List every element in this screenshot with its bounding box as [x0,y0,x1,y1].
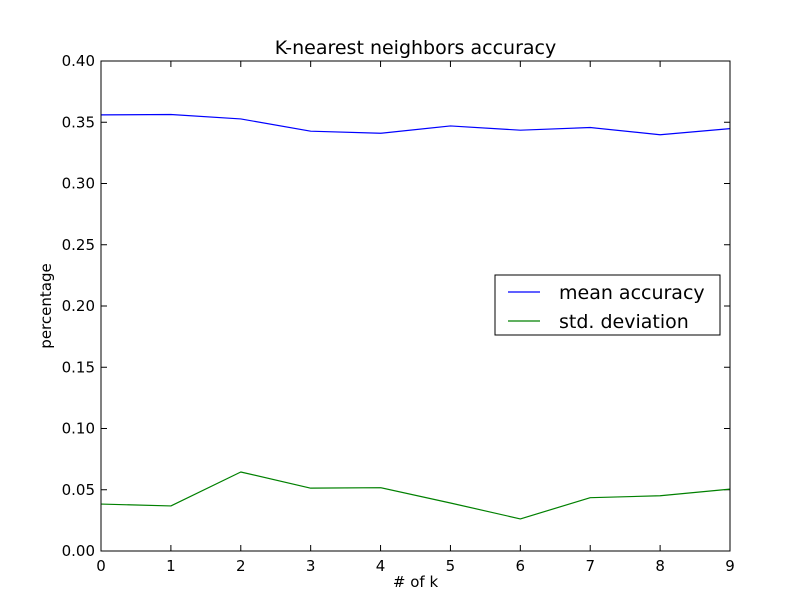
legend-label-std-deviation: std. deviation [559,311,689,333]
x-tick-label: 4 [376,557,386,575]
x-axis-ticks: 0 1 2 3 4 5 6 7 8 9 [96,61,735,575]
series-lines [100,113,731,520]
y-tick-label: 0.35 [62,113,95,131]
y-tick-label: 0.00 [62,542,95,560]
x-tick-label: 5 [446,557,456,575]
legend: mean accuracy std. deviation [494,274,721,336]
plot-frame [100,60,731,552]
series-line-std-deviation [100,471,731,520]
y-axis-label: percentage [37,263,55,348]
y-tick-label: 0.30 [62,175,95,193]
legend-label-mean-accuracy: mean accuracy [559,282,705,304]
chart-title: K-nearest neighbors accuracy [275,37,556,59]
y-tick-label: 0.05 [62,481,95,499]
y-tick-label: 0.25 [62,236,95,254]
y-tick-label: 0.10 [62,420,95,438]
x-tick-label: 6 [516,557,526,575]
series-line-mean-accuracy [100,113,731,136]
x-tick-label: 0 [96,557,106,575]
x-tick-label: 3 [306,557,316,575]
y-tick-label: 0.40 [62,52,95,70]
x-axis-label: # of k [393,573,439,591]
x-tick-label: 2 [236,557,246,575]
y-axis-ticks: 0.00 0.05 0.10 0.15 0.20 0.25 0.30 0.35 0.40 [62,52,730,560]
x-tick-label: 7 [585,557,595,575]
y-tick-label: 0.15 [62,358,95,376]
x-tick-label: 8 [655,557,665,575]
x-tick-label: 9 [725,557,735,575]
legend-box [494,274,721,336]
y-tick-label: 0.20 [62,297,95,315]
x-tick-label: 1 [166,557,176,575]
